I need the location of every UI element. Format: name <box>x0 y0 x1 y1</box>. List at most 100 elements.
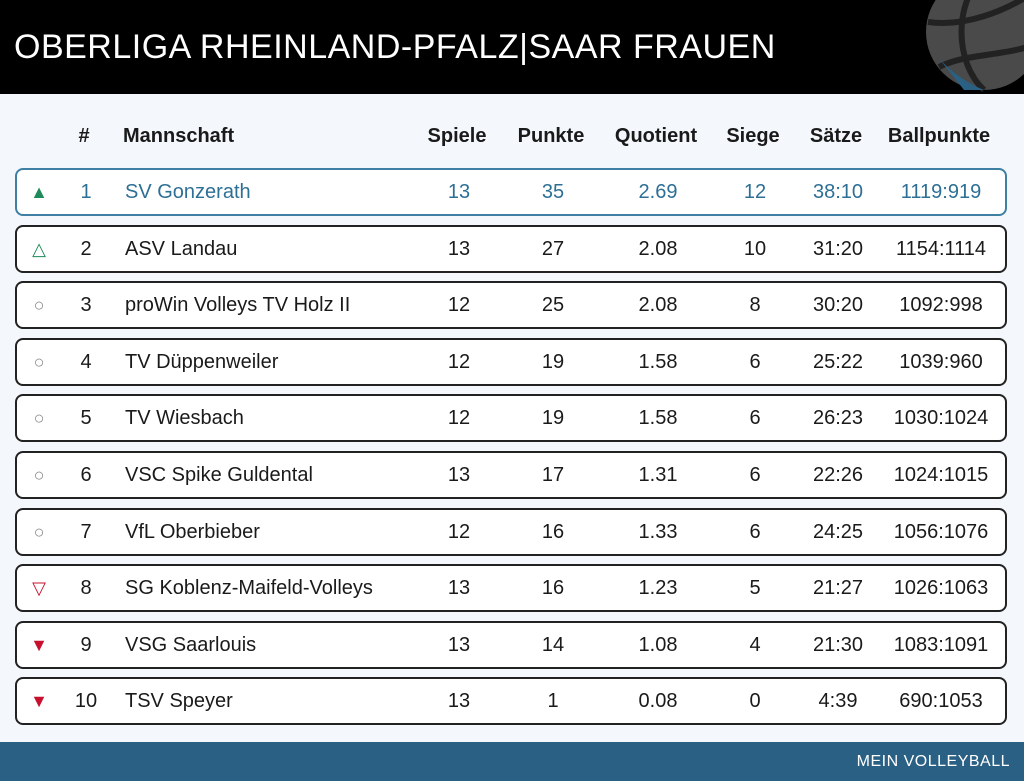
quotient-header: Quotient <box>614 124 698 147</box>
ballpunkte-cell: 1119:919 <box>900 180 982 203</box>
punkte-cell: 16 <box>541 520 565 543</box>
table-row: ○ 7 VfL Oberbieber 12 16 1.33 6 24:25 1056:1076 <box>15 508 1007 556</box>
trend-icon: ▼ <box>30 634 48 655</box>
spiele-header: Spiele <box>427 124 487 147</box>
ballpunkte-cell: 1056:1076 <box>893 520 989 543</box>
rank-cell: 6 <box>80 463 92 486</box>
rank-cell: 10 <box>74 689 98 712</box>
table-row: ▲ 1 SV Gonzerath 13 35 2.69 12 38:10 1119:919 <box>15 168 1007 216</box>
punkte-cell: 16 <box>541 576 565 599</box>
table-row: ○ 3 proWin Volleys TV Holz II 12 25 2.08 8 30:2… <box>15 281 1007 329</box>
team-name: TSV Speyer <box>125 689 233 712</box>
punkte-cell: 35 <box>541 180 565 203</box>
ballpunkte-cell: 1030:1024 <box>893 406 989 429</box>
ballpunkte-cell: 690:1053 <box>899 689 983 712</box>
trend-icon: ○ <box>33 294 45 315</box>
team-name: VSC Spike Guldental <box>125 463 313 486</box>
team-name: VSG Saarlouis <box>125 633 257 656</box>
siege-cell: 6 <box>749 463 761 486</box>
team-name: TV Düppenweiler <box>125 350 279 373</box>
saetze-cell: 31:20 <box>812 237 864 260</box>
spiele-cell: 13 <box>447 180 471 203</box>
siege-cell: 12 <box>743 180 767 203</box>
team-name: ASV Landau <box>125 237 238 260</box>
quotient-cell: 2.08 <box>638 293 678 316</box>
spiele-cell: 13 <box>447 576 471 599</box>
siege-cell: 6 <box>749 406 761 429</box>
rank-cell: 8 <box>80 576 92 599</box>
punkte-cell: 14 <box>541 633 565 656</box>
punkte-cell: 19 <box>541 350 565 373</box>
ballpunkte-cell: 1092:998 <box>899 293 983 316</box>
siege-cell: 0 <box>749 689 761 712</box>
page-title: OBERLIGA RHEINLAND-PFALZ|SAAR FRAUEN <box>14 28 776 66</box>
siege-cell: 10 <box>743 237 767 260</box>
siege-header: Siege <box>726 124 780 147</box>
siege-cell: 4 <box>749 633 761 656</box>
table-row: ○ 6 VSC Spike Guldental 13 17 1.31 6 22:26 1024:… <box>15 451 1007 499</box>
team-name: VfL Oberbieber <box>125 520 260 543</box>
team-name: SV Gonzerath <box>125 180 251 203</box>
spiele-cell: 12 <box>447 406 471 429</box>
saetze-cell: 38:10 <box>812 180 864 203</box>
punkte-cell: 27 <box>541 237 565 260</box>
quotient-cell: 1.31 <box>638 463 678 486</box>
team-header: Mannschaft <box>123 124 235 147</box>
siege-cell: 8 <box>749 293 761 316</box>
saetze-cell: 30:20 <box>812 293 864 316</box>
saetze-cell: 4:39 <box>818 689 858 712</box>
quotient-cell: 1.58 <box>638 350 678 373</box>
saetze-cell: 24:25 <box>812 520 864 543</box>
ballpunkte-cell: 1024:1015 <box>893 463 989 486</box>
table-row: ▼ 9 VSG Saarlouis 13 14 1.08 4 21:30 1083:1091 <box>15 621 1007 669</box>
quotient-cell: 1.33 <box>638 520 678 543</box>
saetze-cell: 21:27 <box>812 576 864 599</box>
team-name: TV Wiesbach <box>125 406 244 429</box>
rank-cell: 5 <box>80 406 92 429</box>
spiele-cell: 13 <box>447 689 471 712</box>
ballpunkte-cell: 1026:1063 <box>893 576 989 599</box>
spiele-cell: 13 <box>447 463 471 486</box>
saetze-cell: 26:23 <box>812 406 864 429</box>
rank-cell: 4 <box>80 350 92 373</box>
ballpunkte-header: Ballpunkte <box>887 124 991 147</box>
saetze-cell: 25:22 <box>812 350 864 373</box>
saetze-cell: 22:26 <box>812 463 864 486</box>
spiele-cell: 12 <box>447 520 471 543</box>
trend-icon: △ <box>32 238 46 259</box>
quotient-cell: 1.23 <box>638 576 678 599</box>
trend-header <box>15 112 59 160</box>
punkte-cell: 1 <box>547 689 559 712</box>
table-row: ○ 4 TV Düppenweiler 12 19 1.58 6 25:22 1039:960 <box>15 338 1007 386</box>
rank-cell: 2 <box>80 237 92 260</box>
trend-icon: ▼ <box>30 690 48 711</box>
saetze-header: Sätze <box>809 124 863 147</box>
team-name: proWin Volleys TV Holz II <box>125 293 351 316</box>
table-header: # Mannschaft Spiele Punkte Quotient Sieg… <box>15 112 1009 160</box>
ballpunkte-cell: 1083:1091 <box>893 633 989 656</box>
punkte-header: Punkte <box>517 124 585 147</box>
trend-icon: ○ <box>33 407 45 428</box>
quotient-cell: 1.08 <box>638 633 678 656</box>
trend-icon: ○ <box>33 464 45 485</box>
header: OBERLIGA RHEINLAND-PFALZ|SAAR FRAUEN <box>0 0 1024 94</box>
spiele-cell: 12 <box>447 350 471 373</box>
punkte-cell: 17 <box>541 463 565 486</box>
punkte-cell: 25 <box>541 293 565 316</box>
spiele-cell: 12 <box>447 293 471 316</box>
quotient-cell: 2.69 <box>638 180 678 203</box>
footer-brand: MEIN VOLLEYBALL <box>856 753 1010 770</box>
footer: MEIN VOLLEYBALL <box>0 742 1024 781</box>
punkte-cell: 19 <box>541 406 565 429</box>
siege-cell: 6 <box>749 520 761 543</box>
siege-cell: 5 <box>749 576 761 599</box>
trend-icon: ○ <box>33 521 45 542</box>
saetze-cell: 21:30 <box>812 633 864 656</box>
rank-cell: 3 <box>80 293 92 316</box>
volleyball-icon <box>926 0 1024 92</box>
trend-icon: ▲ <box>30 181 48 202</box>
spiele-cell: 13 <box>447 237 471 260</box>
rank-cell: 9 <box>80 633 92 656</box>
table-row: ▽ 8 SG Koblenz-Maifeld-Volleys 13 16 1.23 5 21:… <box>15 564 1007 612</box>
table-row: ○ 5 TV Wiesbach 12 19 1.58 6 26:23 1030:1024 <box>15 394 1007 442</box>
